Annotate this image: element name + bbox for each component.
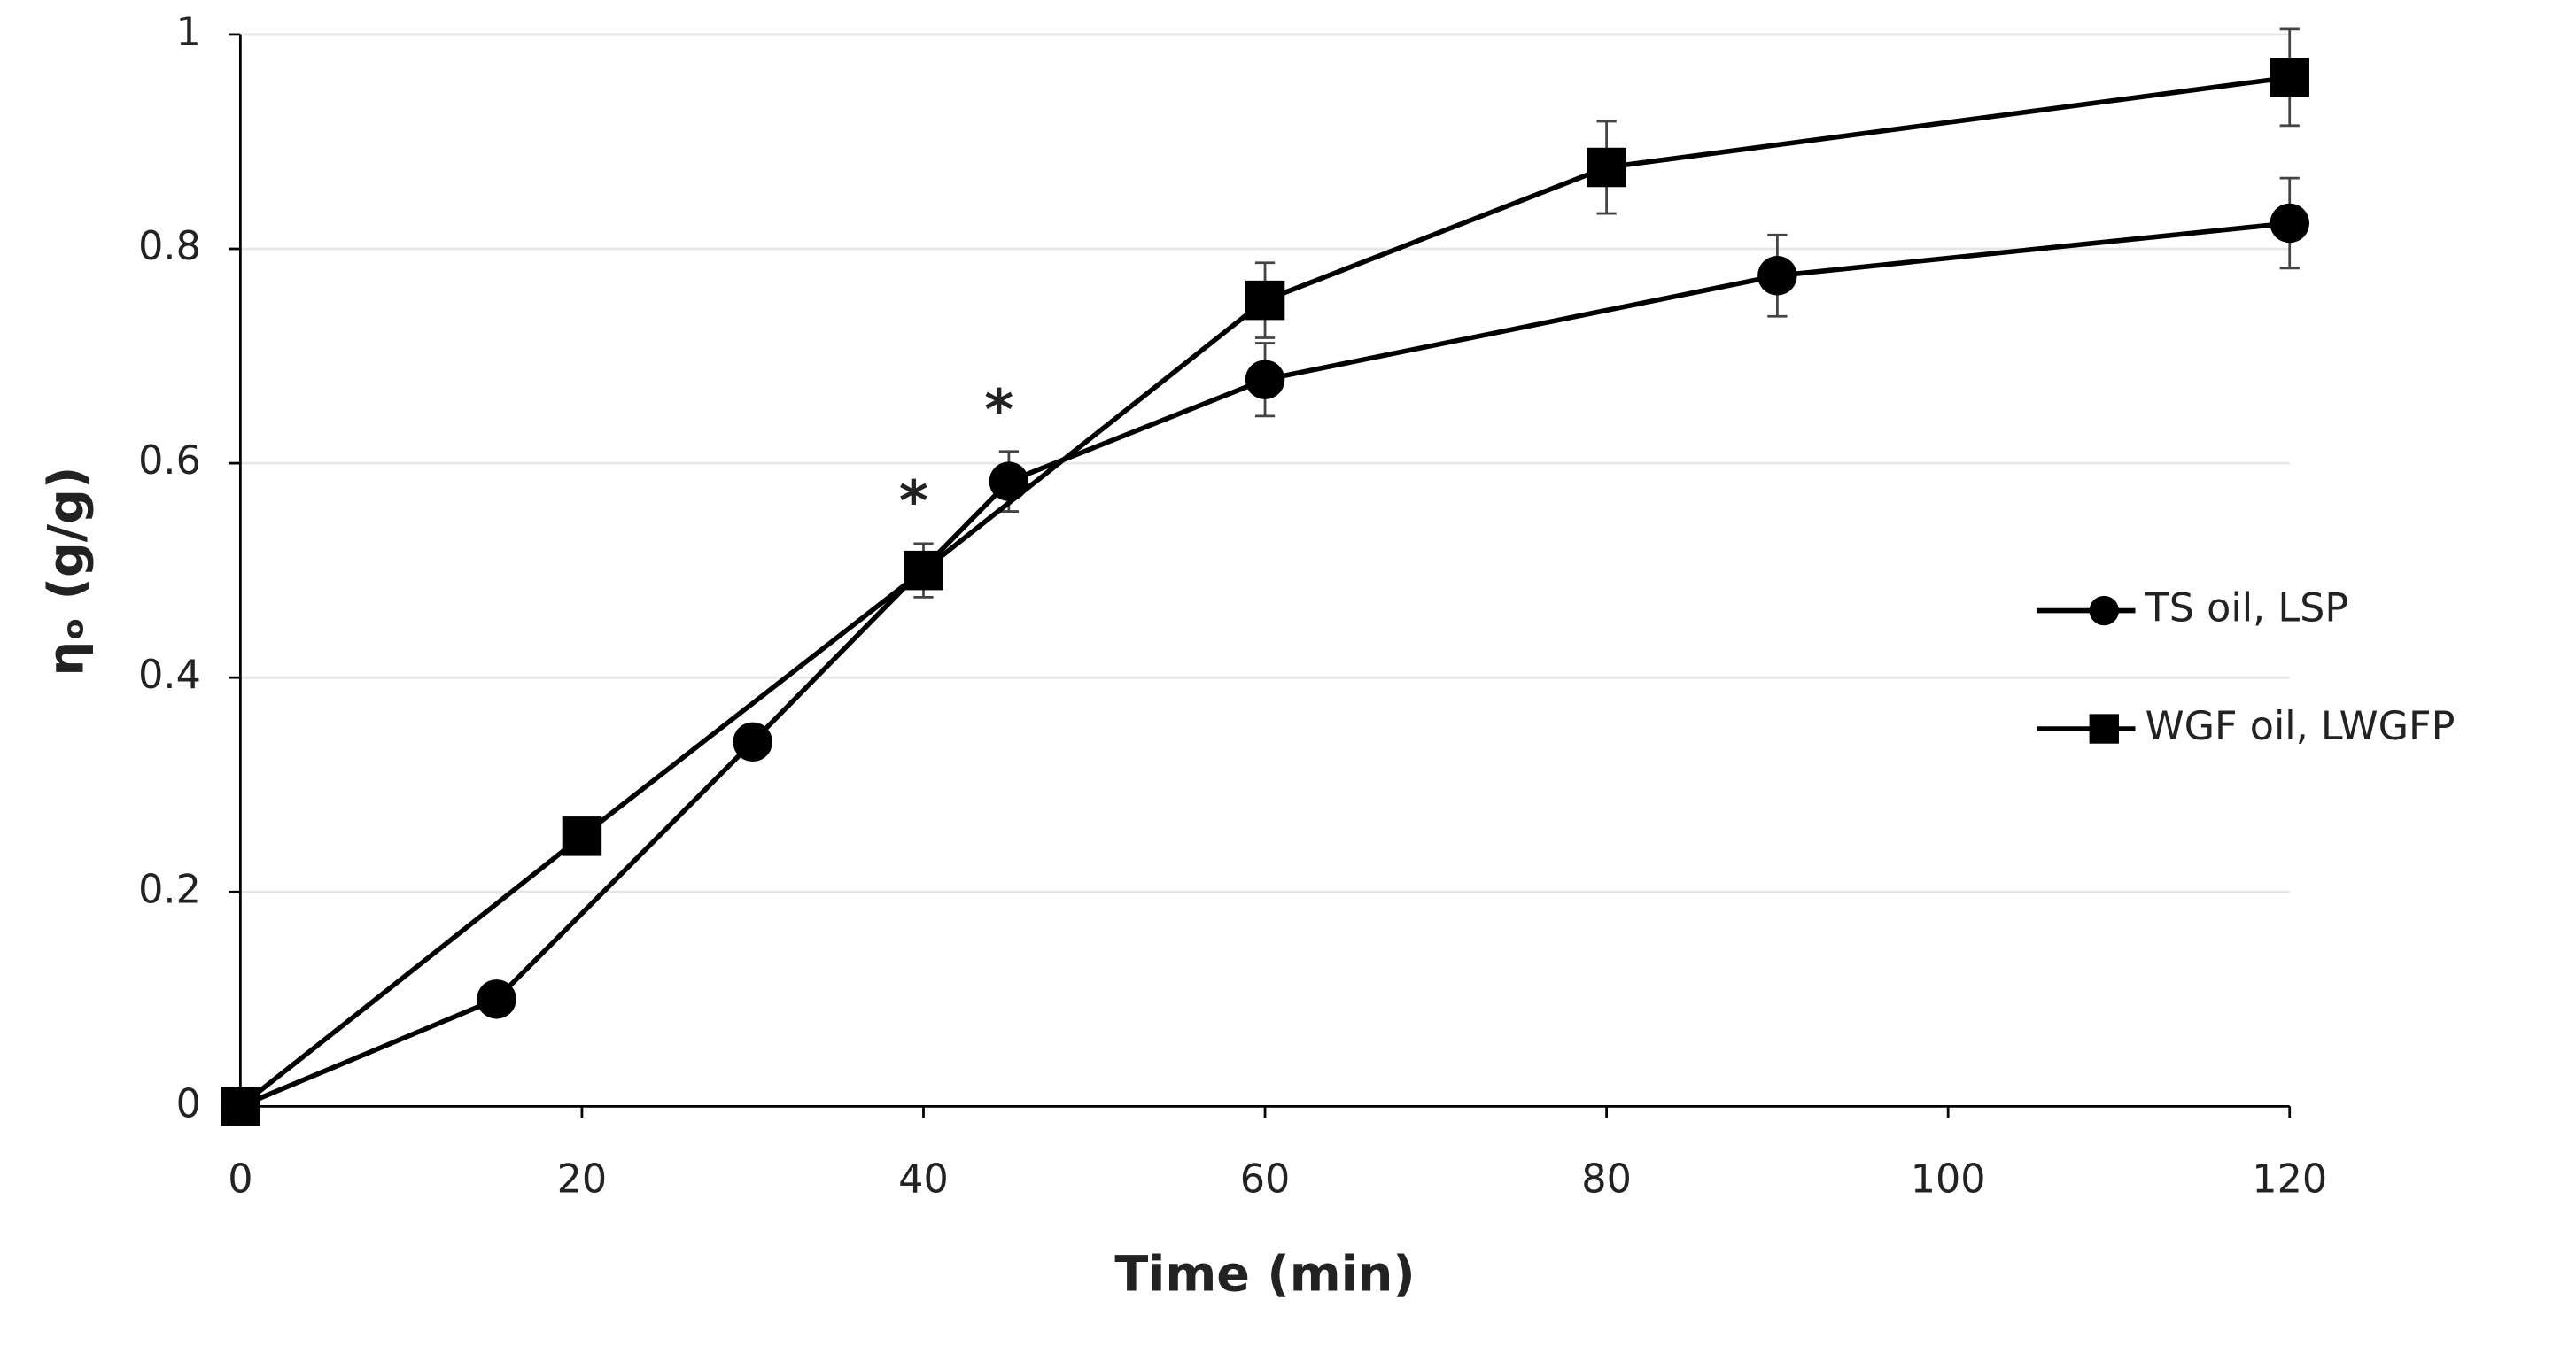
x-tick-label: 60 bbox=[1240, 1157, 1291, 1203]
y-tick-label: 0.8 bbox=[138, 224, 201, 269]
y-tick-label: 0.6 bbox=[138, 438, 201, 483]
legend-marker bbox=[2089, 714, 2119, 744]
data-point bbox=[1245, 360, 1285, 399]
x-tick-label: 40 bbox=[898, 1157, 949, 1203]
x-tick-label: 120 bbox=[2252, 1157, 2327, 1203]
legend-label: TS oil, LSP bbox=[2145, 586, 2349, 631]
annotation: * bbox=[899, 469, 928, 534]
data-point bbox=[904, 550, 943, 591]
data-point bbox=[2270, 203, 2309, 244]
legend-label: WGF oil, LWGFP bbox=[2145, 704, 2456, 749]
data-point bbox=[1245, 280, 1285, 321]
y-tick-label: 0.4 bbox=[138, 653, 201, 698]
x-axis-title: Time (min) bbox=[1114, 1245, 1415, 1303]
data-point bbox=[221, 1087, 260, 1126]
x-tick-label: 80 bbox=[1581, 1157, 1632, 1203]
x-tick-label: 20 bbox=[557, 1157, 608, 1203]
data-point bbox=[1587, 147, 1626, 188]
series-line bbox=[238, 74, 2291, 1109]
data-point bbox=[477, 979, 516, 1019]
data-point bbox=[562, 816, 602, 856]
y-tick-label: 1 bbox=[176, 10, 201, 55]
data-point bbox=[989, 461, 1029, 501]
y-tick-label: 0 bbox=[176, 1081, 201, 1126]
data-point bbox=[2270, 58, 2309, 97]
annotation: * bbox=[984, 378, 1013, 443]
x-tick-label: 100 bbox=[1911, 1157, 1986, 1203]
x-tick-label: 0 bbox=[228, 1157, 252, 1203]
data-point bbox=[1757, 256, 1797, 296]
data-point bbox=[733, 722, 772, 762]
y-axis-title: ηₒ (g/g) bbox=[38, 467, 96, 677]
y-tick-label: 0.2 bbox=[138, 867, 201, 912]
legend-marker bbox=[2089, 595, 2119, 626]
